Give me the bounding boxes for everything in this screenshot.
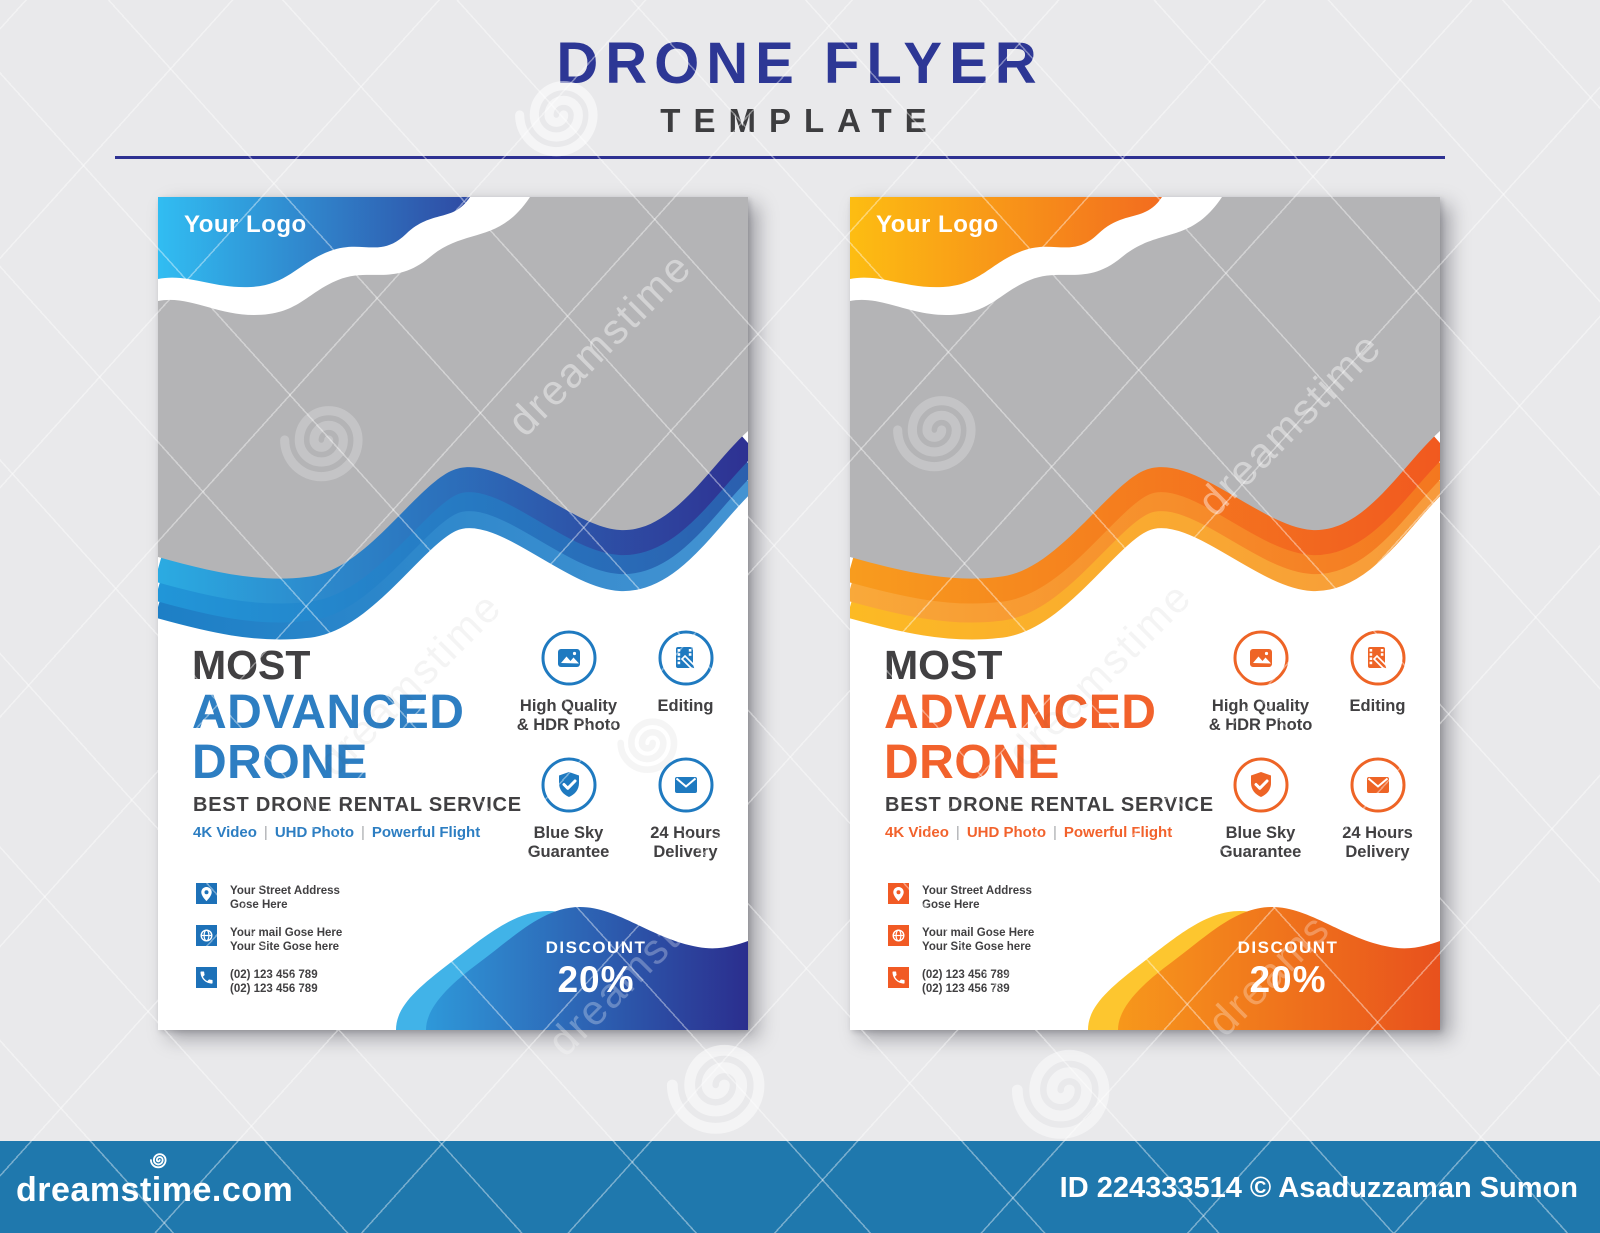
globe-icon	[888, 925, 909, 946]
top-wave	[158, 197, 470, 288]
headline: MOST ADVANCED DRONE	[884, 642, 1156, 788]
separator: |	[955, 824, 960, 841]
shield-check-icon	[1233, 757, 1288, 813]
page-title: DRONE FLYER	[556, 31, 1044, 96]
feature-label: High Quality & HDR Photo	[516, 697, 621, 734]
feature-item: Editing	[627, 630, 744, 735]
discount-label: DISCOUNT	[1237, 938, 1339, 957]
feature-label: Editing	[1349, 697, 1406, 715]
feature-item: Blue Sky Guarantee	[1202, 757, 1319, 862]
discount-wave	[396, 907, 748, 1030]
film-edit-icon	[658, 630, 713, 686]
flyer-orange: Your Logo MOST ADVANCED DRONE BEST DRONE…	[850, 197, 1440, 1030]
flyer-blue-artwork	[158, 197, 748, 1030]
watermark-spiral-icon	[655, 1020, 785, 1150]
tagline: BEST DRONE RENTAL SERVICE	[193, 794, 522, 816]
inline-feature: UHD Photo	[966, 824, 1046, 841]
shield-check-icon	[541, 757, 596, 813]
inline-feature: 4K Video	[193, 824, 257, 841]
contact-list: Your Street Address Gose Here Your mail G…	[888, 883, 1034, 1009]
header-divider	[115, 156, 1445, 159]
discount-wave	[1088, 907, 1440, 1030]
logo-placeholder: Your Logo	[184, 211, 307, 238]
location-pin-icon	[888, 883, 909, 904]
inline-feature: UHD Photo	[274, 824, 354, 841]
phone-icon	[888, 967, 909, 988]
flyer-orange-artwork	[850, 197, 1440, 1030]
headline-kicker: MOST	[884, 642, 1003, 688]
feature-label: 24 Hours Delivery	[650, 824, 721, 861]
envelope-icon	[1350, 757, 1405, 813]
feature-label: 24 Hours Delivery	[1342, 824, 1413, 861]
feature-item: 24 Hours Delivery	[1319, 757, 1436, 862]
film-edit-icon	[1350, 630, 1405, 686]
discount-badge: DISCOUNT 20%	[511, 938, 681, 1001]
discount-label: DISCOUNT	[545, 938, 647, 957]
contact-text: (02) 123 456 789 (02) 123 456 789	[230, 969, 318, 995]
discount-value: 20%	[1249, 959, 1327, 1000]
inline-feature: Powerful Flight	[1063, 824, 1173, 841]
inline-feature: Powerful Flight	[371, 824, 481, 841]
feature-label: High Quality & HDR Photo	[1208, 697, 1313, 734]
logo-placeholder: Your Logo	[876, 211, 999, 238]
image-icon	[1233, 630, 1288, 686]
contact-row: Your mail Gose Here Your Site Gose here	[888, 925, 1034, 954]
inline-features: 4K Video | UHD Photo | Powerful Flight	[193, 824, 480, 841]
wave-ribbon	[158, 433, 748, 640]
headline-line2: DRONE	[884, 736, 1060, 789]
headline-line1: ADVANCED	[884, 686, 1157, 739]
feature-grid: High Quality & HDR Photo Editing	[510, 630, 744, 862]
image-icon	[541, 630, 596, 686]
headline-kicker: MOST	[192, 642, 311, 688]
feature-item: Editing	[1319, 630, 1436, 735]
contact-text: Your Street Address Gose Here	[922, 885, 1032, 911]
contact-row: (02) 123 456 789 (02) 123 456 789	[196, 967, 342, 996]
feature-grid: High Quality & HDR Photo Editing	[1202, 630, 1436, 862]
footer-bar: dreamstime.com ID 224333514 © Asaduzzama…	[0, 1141, 1600, 1233]
feature-label: Blue Sky Guarantee	[1219, 824, 1302, 861]
feature-item: Blue Sky Guarantee	[510, 757, 627, 862]
wave-ribbon	[850, 433, 1440, 640]
discount-value: 20%	[557, 959, 635, 1000]
page-subtitle: TEMPLATE	[660, 102, 940, 139]
flyer-blue: Your Logo MOST ADVANCED DRONE BEST DRONE…	[158, 197, 748, 1030]
feature-item: High Quality & HDR Photo	[510, 630, 627, 735]
feature-item: High Quality & HDR Photo	[1202, 630, 1319, 735]
phone-icon	[196, 967, 217, 988]
feature-label: Editing	[657, 697, 714, 715]
inline-features: 4K Video | UHD Photo | Powerful Flight	[885, 824, 1172, 841]
separator: |	[263, 824, 268, 841]
contact-list: Your Street Address Gose Here Your mail G…	[196, 883, 342, 1009]
separator: |	[360, 824, 365, 841]
contact-text: (02) 123 456 789 (02) 123 456 789	[922, 969, 1010, 995]
top-wave	[850, 197, 1162, 288]
globe-icon	[196, 925, 217, 946]
separator: |	[1052, 824, 1057, 841]
location-pin-icon	[196, 883, 217, 904]
contact-text: Your mail Gose Here Your Site Gose here	[230, 927, 343, 953]
watermark-spiral-icon	[1000, 1025, 1130, 1155]
contact-row: Your mail Gose Here Your Site Gose here	[196, 925, 342, 954]
headline: MOST ADVANCED DRONE	[192, 642, 464, 788]
brand-spiral-icon	[148, 1149, 170, 1171]
tagline: BEST DRONE RENTAL SERVICE	[885, 794, 1214, 816]
envelope-icon	[658, 757, 713, 813]
headline-line2: DRONE	[192, 736, 368, 789]
contact-row: Your Street Address Gose Here	[196, 883, 342, 912]
contact-row: (02) 123 456 789 (02) 123 456 789	[888, 967, 1034, 996]
contact-text: Your Street Address Gose Here	[230, 885, 340, 911]
brand-site-text: dreamstime.com	[16, 1171, 294, 1209]
headline-line1: ADVANCED	[192, 686, 465, 739]
feature-item: 24 Hours Delivery	[627, 757, 744, 862]
image-credit-text: ID 224333514 © Asaduzzaman Sumon	[1059, 1172, 1578, 1204]
inline-feature: 4K Video	[885, 824, 949, 841]
contact-text: Your mail Gose Here Your Site Gose here	[922, 927, 1035, 953]
discount-badge: DISCOUNT 20%	[1203, 938, 1373, 1001]
feature-label: Blue Sky Guarantee	[527, 824, 610, 861]
contact-row: Your Street Address Gose Here	[888, 883, 1034, 912]
